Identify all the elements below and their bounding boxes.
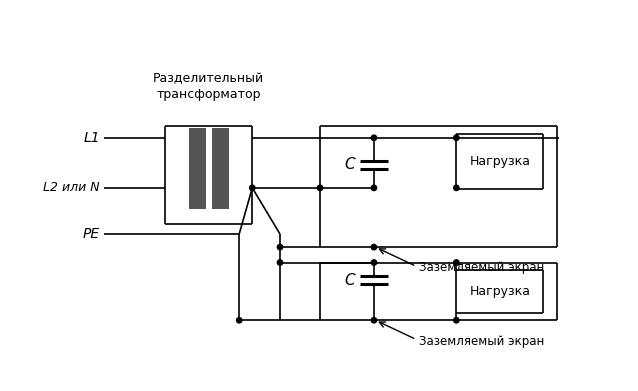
Text: Разделительный
трансформатор: Разделительный трансформатор: [153, 72, 264, 101]
Bar: [189, 128, 206, 209]
Text: Заземляемый экран: Заземляемый экран: [419, 335, 544, 348]
Circle shape: [371, 244, 376, 250]
Circle shape: [454, 260, 459, 265]
Bar: [212, 128, 229, 209]
Text: L2 или N: L2 или N: [43, 181, 100, 194]
Text: Нагрузка: Нагрузка: [470, 155, 530, 168]
Circle shape: [237, 317, 242, 323]
Text: C: C: [345, 273, 355, 288]
Circle shape: [249, 185, 255, 190]
Text: PE: PE: [83, 227, 100, 241]
Circle shape: [317, 185, 323, 190]
Text: L1: L1: [83, 131, 100, 145]
Circle shape: [371, 135, 376, 140]
Circle shape: [371, 260, 376, 265]
Circle shape: [371, 185, 376, 190]
Text: Нагрузка: Нагрузка: [470, 285, 530, 298]
Circle shape: [454, 135, 459, 140]
Circle shape: [454, 185, 459, 190]
Circle shape: [454, 317, 459, 323]
Circle shape: [371, 317, 376, 323]
Text: Заземляемый экран: Заземляемый экран: [419, 262, 544, 274]
Text: C: C: [345, 157, 355, 172]
Circle shape: [278, 260, 283, 265]
Circle shape: [278, 244, 283, 250]
